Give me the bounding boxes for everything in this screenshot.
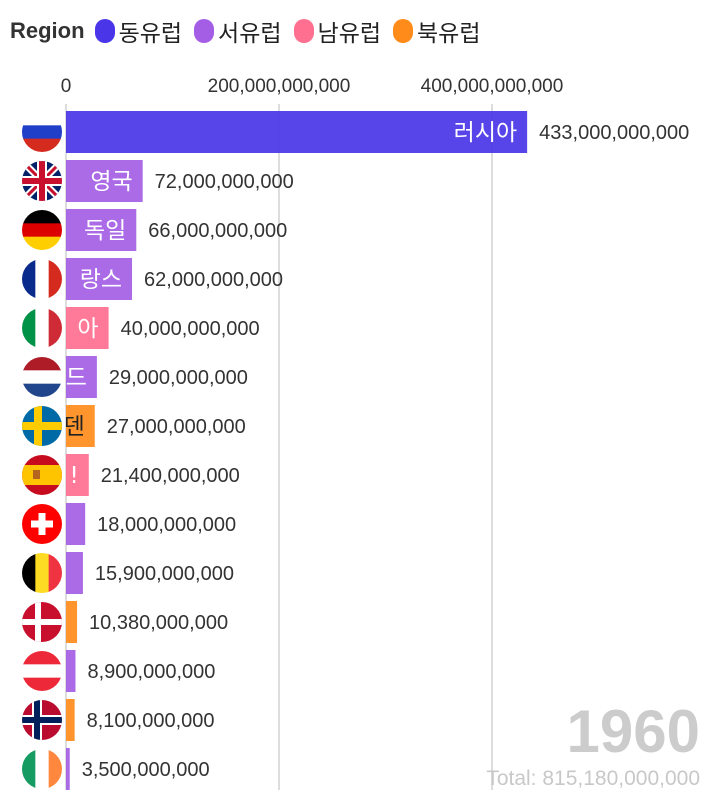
bar-row: 8,900,000,000 xyxy=(22,650,215,692)
legend-swatch xyxy=(293,19,314,43)
bar xyxy=(66,503,86,545)
legend-item-west: 서유럽 xyxy=(194,14,282,48)
germany-flag xyxy=(22,210,62,250)
total-label: Total: 815,180,000,000 xyxy=(486,767,700,790)
legend-swatch xyxy=(94,19,115,43)
bar-row: 독일 66,000,000,000 xyxy=(22,209,287,251)
austria-flag xyxy=(22,651,62,691)
belgium-flag xyxy=(22,553,62,593)
x-tick-label: 400,000,000,000 xyxy=(421,76,564,97)
legend-label: 동유럽 xyxy=(118,21,183,47)
value-label: 40,000,000,000 xyxy=(121,318,260,340)
value-label: 62,000,000,000 xyxy=(144,269,283,291)
bar-row: 8,100,000,000 xyxy=(22,699,215,741)
spain-flag xyxy=(22,455,62,495)
bar-label: 덴 xyxy=(64,414,85,440)
bar xyxy=(66,356,97,398)
bar-row: 아 40,000,000,000 xyxy=(22,307,260,349)
value-label: 66,000,000,000 xyxy=(148,220,287,242)
bar-row: 덴 27,000,000,000 xyxy=(22,405,246,447)
bar xyxy=(66,307,109,349)
bar-label: 러시아 xyxy=(454,120,517,146)
bar xyxy=(66,405,95,447)
legend-item-north: 북유럽 xyxy=(393,14,481,48)
bar xyxy=(66,650,76,692)
value-label: 10,380,000,000 xyxy=(89,612,228,634)
bar-row: 랑스 62,000,000,000 xyxy=(22,258,283,300)
value-label: 72,000,000,000 xyxy=(155,171,294,193)
bar xyxy=(66,454,89,496)
italy-flag xyxy=(22,308,62,348)
legend-label: 서유럽 xyxy=(218,21,282,47)
sweden-flag xyxy=(22,406,62,446)
bar-row: 15,900,000,000 xyxy=(22,552,234,594)
norway-flag xyxy=(22,700,62,740)
value-label: 18,000,000,000 xyxy=(97,514,236,536)
x-tick-label: 200,000,000,000 xyxy=(208,76,351,97)
bar-label: 영국 xyxy=(90,169,132,195)
switzerland-flag xyxy=(22,504,62,544)
value-label: 29,000,000,000 xyxy=(109,367,248,389)
value-label: 15,900,000,000 xyxy=(95,563,234,585)
bar-row: 3,500,000,000 xyxy=(22,748,210,790)
bar xyxy=(66,111,528,153)
bar xyxy=(66,160,143,202)
value-label: 433,000,000,000 xyxy=(539,122,689,144)
bar-label: 랑스 xyxy=(80,267,122,293)
year-label: 1960 xyxy=(567,698,700,765)
france-flag xyxy=(22,259,62,299)
bar-label: 독일 xyxy=(84,218,126,244)
legend-label: 북유럽 xyxy=(417,21,481,47)
bar-label: 아 xyxy=(77,316,98,342)
legend-item-south: 남유럽 xyxy=(293,14,382,48)
bar-label: ! xyxy=(70,463,79,489)
legend-swatch xyxy=(393,19,414,43)
legend-item-east: 동유럽 xyxy=(94,14,183,48)
bar-row: 러시아 433,000,000,000 xyxy=(22,111,689,153)
netherlands-flag xyxy=(22,357,62,397)
bars-group: 러시아 433,000,000,000 영국 72,000,000,000 독일 66,0… xyxy=(22,111,689,790)
ireland-flag xyxy=(22,749,62,789)
legend-title: Region xyxy=(10,18,85,43)
legend-swatch xyxy=(194,19,215,43)
value-label: 8,100,000,000 xyxy=(87,710,215,732)
bar-row: 18,000,000,000 xyxy=(22,503,236,545)
bar xyxy=(66,699,75,741)
denmark-flag xyxy=(22,602,62,642)
legend-label: 남유럽 xyxy=(317,21,382,47)
bar-row: 영국 72,000,000,000 xyxy=(22,160,294,202)
value-label: 8,900,000,000 xyxy=(87,661,215,683)
russia-flag xyxy=(22,112,62,152)
uk-flag xyxy=(22,161,62,201)
bar-row: 드 29,000,000,000 xyxy=(22,356,248,398)
x-tick-label: 0 xyxy=(61,76,72,97)
bar xyxy=(66,601,78,643)
value-label: 27,000,000,000 xyxy=(107,416,246,438)
bar xyxy=(66,258,133,300)
bar xyxy=(66,209,137,251)
value-label: 21,400,000,000 xyxy=(101,465,240,487)
bar xyxy=(66,552,83,594)
bar-row: 10,380,000,000 xyxy=(22,601,228,643)
bar xyxy=(66,748,70,790)
legend: Region 동유럽 서유럽 남유럽 북유럽 xyxy=(10,14,493,48)
bar-label: 드 xyxy=(66,365,87,391)
bar-row: ! 21,400,000,000 xyxy=(22,454,240,496)
value-label: 3,500,000,000 xyxy=(82,759,210,781)
